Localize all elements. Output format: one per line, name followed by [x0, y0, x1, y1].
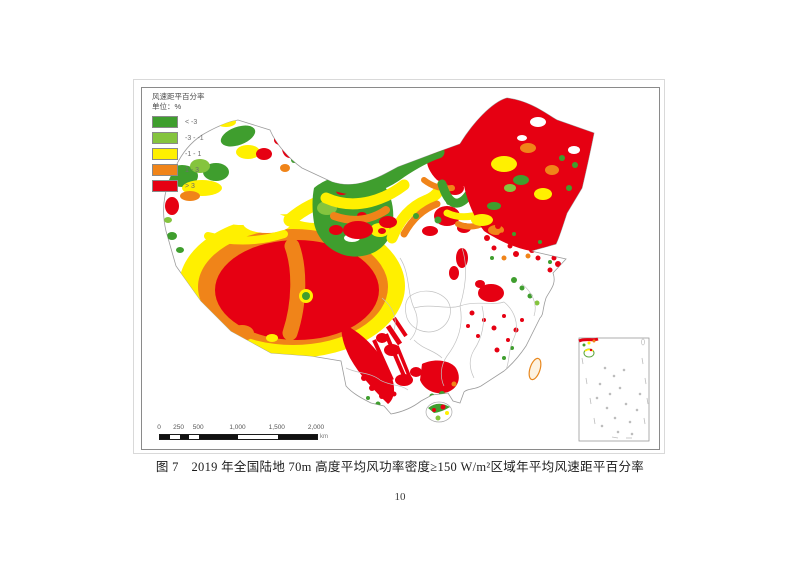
scalebar-tick-label: 1,000: [229, 424, 246, 431]
south-china-sea-inset: [578, 337, 650, 442]
legend-unit: 单位：%: [152, 102, 182, 112]
legend-swatch: [152, 180, 178, 193]
map-frame: 风速距平百分率 单位：% < -3 -3 - -1 -1 - 1 1 - 3 >…: [141, 87, 660, 450]
scalebar-unit: km: [320, 434, 328, 440]
legend-swatch: [152, 132, 178, 145]
figure-caption: 图 7 2019 年全国陆地 70m 高度平均风功率密度≥150 W/m²区域年…: [155, 460, 645, 474]
legend-item: > 3: [152, 180, 205, 193]
legend-swatch: [152, 116, 178, 129]
legend: 风速距平百分率 单位：% < -3 -3 - -1 -1 - 1 1 - 3 >…: [152, 92, 205, 193]
island-taiwan: [528, 357, 542, 381]
scalebar-tick-label: 1,500: [268, 424, 285, 431]
province-boundaries: [345, 247, 536, 391]
legend-item: < -3: [152, 116, 205, 129]
scalebar-bar: [159, 434, 318, 440]
legend-label: -3 - -1: [185, 134, 204, 142]
legend-swatch: [152, 148, 178, 161]
legend-label: -1 - 1: [185, 150, 202, 158]
legend-swatch: [152, 164, 178, 177]
scalebar-tick-label: 0: [157, 424, 161, 431]
legend-item: 1 - 3: [152, 164, 205, 177]
scalebar-tick-label: 500: [192, 424, 204, 431]
thematic-color-regions: [164, 98, 594, 407]
region-north-china-speckles: [484, 215, 567, 273]
scalebar-labels: 0 250 500 1,000 1,500 2,000: [157, 424, 369, 433]
legend-item: -1 - 1: [152, 148, 205, 161]
scalebar: 0 250 500 1,000 1,500 2,000 km: [157, 424, 369, 440]
legend-title: 风速距平百分率: [152, 92, 205, 101]
legend-label: > 3: [185, 182, 195, 190]
page-number: 10: [394, 491, 406, 503]
legend-label: < -3: [185, 118, 198, 126]
scalebar-tick-label: 2,000: [307, 424, 325, 431]
legend-label: 1 - 3: [185, 166, 200, 174]
china-wind-anomaly-map: [163, 97, 650, 442]
region-northeast-red: [459, 98, 594, 251]
legend-item: -3 - -1: [152, 132, 205, 145]
region-central-south-patches: [361, 248, 540, 407]
scalebar-tick-label: 250: [173, 424, 185, 431]
island-hainan: [425, 401, 453, 423]
